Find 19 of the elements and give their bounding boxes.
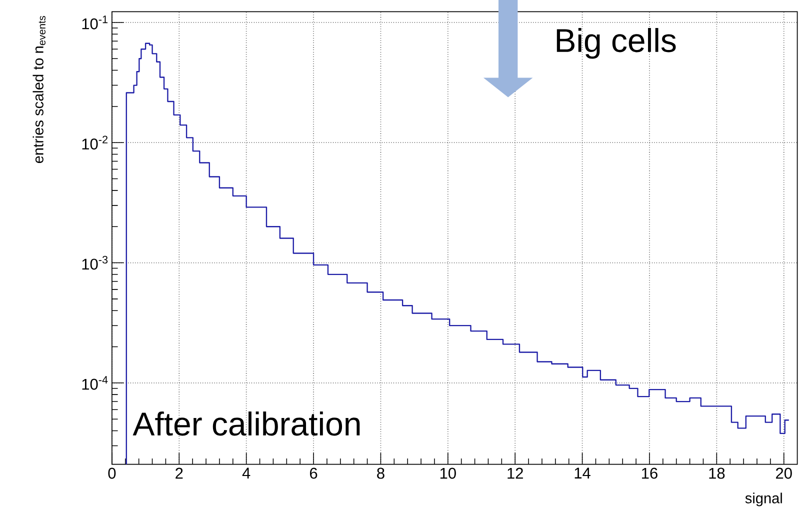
- annotation: Big cells: [556, 28, 676, 59]
- y-tick-label: 10$^{-1}$: [82, 16, 108, 30]
- y-tick-label: 10$^{-3}$: [82, 256, 108, 270]
- y-axis-title: entries scaled to n$_{events}$: [32, 16, 46, 163]
- y-tick-label: 10$^{-2}$: [82, 136, 108, 150]
- annotation: After calibration: [132, 411, 360, 436]
- x-tick-label: 4: [242, 468, 250, 478]
- x-tick-label: 16: [642, 468, 658, 479]
- x-axis-title: signal: [745, 492, 782, 506]
- x-tick-label: 8: [377, 468, 384, 479]
- x-tick-label: 20: [776, 468, 792, 479]
- x-tick-label: 14: [574, 468, 590, 478]
- x-tick-label: 18: [709, 468, 725, 479]
- x-tick-label: 2: [176, 468, 183, 479]
- x-tick-label: 12: [508, 468, 523, 479]
- x-tick-label: 0: [108, 468, 116, 479]
- x-tick-label: 6: [310, 468, 318, 479]
- y-tick-label: 10$^{-4}$: [82, 376, 108, 390]
- x-tick-label: 10: [440, 468, 456, 479]
